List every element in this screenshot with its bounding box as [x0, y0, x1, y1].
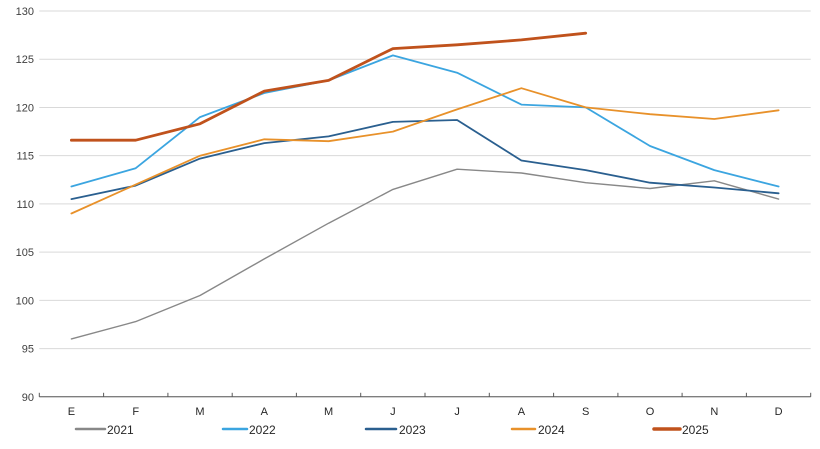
- svg-text:105: 105: [16, 247, 34, 259]
- svg-text:J: J: [390, 406, 396, 418]
- svg-text:130: 130: [16, 6, 34, 18]
- svg-text:110: 110: [16, 199, 34, 211]
- svg-text:90: 90: [22, 392, 34, 404]
- svg-text:2025: 2025: [682, 423, 709, 437]
- svg-text:E: E: [68, 406, 75, 418]
- svg-text:120: 120: [16, 102, 34, 114]
- svg-text:100: 100: [16, 295, 34, 307]
- svg-text:2021: 2021: [107, 423, 134, 437]
- svg-text:A: A: [518, 406, 526, 418]
- svg-text:2024: 2024: [538, 423, 565, 437]
- svg-text:F: F: [132, 406, 139, 418]
- svg-text:J: J: [454, 406, 460, 418]
- svg-text:D: D: [775, 406, 783, 418]
- svg-text:2022: 2022: [249, 423, 276, 437]
- svg-text:S: S: [582, 406, 589, 418]
- svg-text:O: O: [646, 406, 655, 418]
- svg-text:A: A: [261, 406, 269, 418]
- svg-text:M: M: [324, 406, 333, 418]
- svg-text:M: M: [195, 406, 204, 418]
- svg-text:95: 95: [22, 344, 34, 356]
- svg-text:125: 125: [16, 54, 34, 66]
- svg-text:N: N: [710, 406, 718, 418]
- svg-text:2023: 2023: [399, 423, 426, 437]
- svg-text:115: 115: [16, 151, 34, 163]
